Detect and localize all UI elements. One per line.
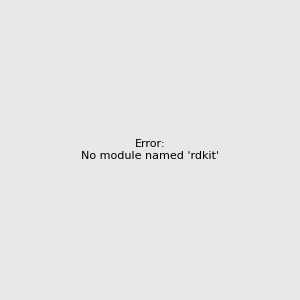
Text: Error:
No module named 'rdkit': Error: No module named 'rdkit' bbox=[81, 139, 219, 161]
